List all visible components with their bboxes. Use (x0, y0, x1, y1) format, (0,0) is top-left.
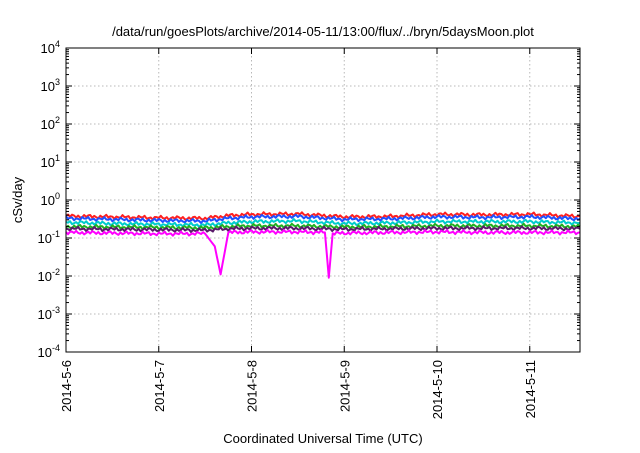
series-layer (65, 211, 581, 279)
x-tick-label: 2014-5-10 (430, 360, 445, 419)
x-tick-label: 2014-5-9 (337, 360, 352, 412)
y-tick-label: 102 (41, 115, 60, 132)
y-tick-label: 103 (41, 77, 60, 94)
y-tick-exponent: -4 (52, 343, 60, 353)
y-tick-exponent: -2 (52, 267, 60, 277)
y-tick-label: 10-2 (38, 267, 60, 284)
y-tick-label: 10-1 (38, 229, 60, 246)
y-tick-exponent: 1 (55, 153, 60, 163)
y-tick-exponent: 0 (55, 191, 60, 201)
x-tick-label: 2014-5-8 (245, 360, 260, 412)
series-line-6 (65, 228, 581, 279)
y-tick-label: 10-4 (38, 343, 60, 360)
y-tick-exponent: 3 (55, 77, 60, 87)
y-tick-exponent: 4 (55, 39, 60, 49)
y-tick-label: 100 (41, 191, 60, 208)
x-tick-label: 2014-5-7 (152, 360, 167, 412)
series-line-5 (65, 225, 581, 233)
y-tick-label: 101 (41, 153, 60, 170)
x-axis: 2014-5-6 2014-5-7 2014-5-8 2014-5-9 2014-5-1… (59, 48, 538, 419)
y-axis-label: cSv/day (10, 176, 25, 223)
series-line-3 (65, 218, 581, 228)
chart-title: /data/run/goesPlots/archive/2014-05-11/1… (112, 24, 534, 39)
x-axis-label: Coordinated Universal Time (UTC) (223, 431, 422, 446)
y-tick-exponent: -1 (52, 229, 60, 239)
series-line-2 (65, 213, 581, 224)
x-tick-label: 2014-5-11 (523, 360, 538, 418)
y-tick-exponent: -3 (52, 305, 60, 315)
grid (66, 48, 580, 352)
x-tick-label: 2014-5-6 (59, 360, 74, 412)
y-tick-exponent: 2 (55, 115, 60, 125)
series-line-1 (65, 211, 581, 221)
y-tick-label: 104 (41, 39, 60, 56)
y-tick-label: 10-3 (38, 305, 60, 322)
